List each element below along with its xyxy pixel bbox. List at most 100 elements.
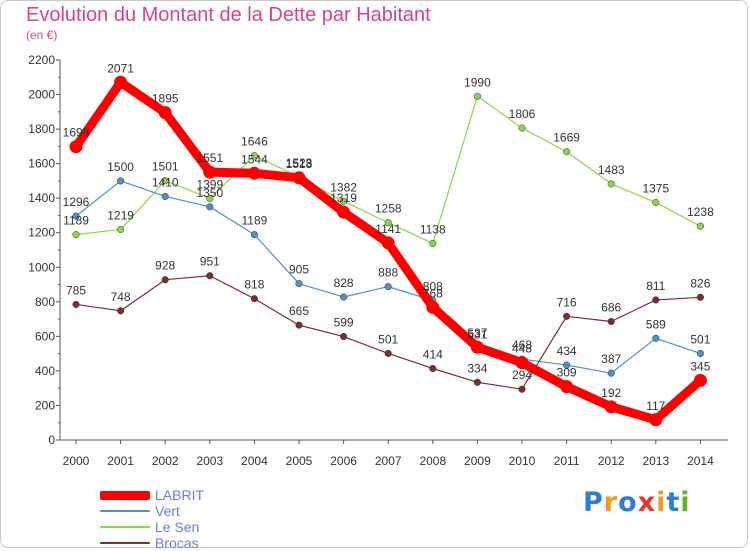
data-label: 531 — [467, 327, 487, 341]
chart-title: Evolution du Montant de la Dette par Hab… — [26, 4, 431, 26]
data-label: 468 — [512, 338, 532, 352]
data-point — [161, 192, 169, 201]
data-point — [652, 334, 660, 342]
x-tick-label: 2012 — [598, 454, 625, 468]
data-label: 589 — [646, 317, 666, 331]
x-tick-label: 2008 — [419, 454, 446, 468]
data-label: 1375 — [642, 182, 669, 196]
x-tick-label: 2003 — [196, 454, 223, 468]
legend-label-brocas: Brocas — [155, 535, 199, 551]
data-label: 1518 — [286, 157, 313, 171]
data-label: 414 — [423, 347, 443, 361]
data-label: 1410 — [152, 175, 179, 189]
logo-letter: o — [618, 487, 638, 518]
x-tick-label: 2004 — [241, 454, 268, 468]
proxiti-logo: Proxiti — [583, 487, 691, 518]
data-label: 345 — [690, 359, 710, 373]
data-point — [340, 197, 348, 205]
data-point — [518, 385, 526, 393]
x-tick-label: 2000 — [63, 454, 90, 468]
data-label: 808 — [423, 279, 443, 293]
data-point — [604, 400, 618, 414]
data-label: 192 — [601, 386, 621, 400]
data-label: 785 — [66, 283, 86, 297]
data-point — [693, 373, 707, 387]
data-point — [295, 321, 303, 329]
legend-swatch-le-sen — [100, 526, 150, 528]
chart-subtitle: (en €) — [26, 28, 58, 42]
legend-label-vert: Vert — [155, 503, 180, 519]
logo-letter: t — [666, 487, 681, 518]
data-point — [72, 231, 80, 239]
data-label: 1296 — [63, 195, 90, 209]
data-point — [696, 222, 704, 230]
x-tick-label: 2007 — [375, 454, 402, 468]
y-tick-label: 1400 — [28, 191, 55, 205]
legend-label-le-sen: Le Sen — [155, 519, 200, 535]
data-label: 768 — [423, 286, 443, 300]
data-point — [607, 317, 615, 326]
y-tick-label: 2200 — [28, 53, 55, 67]
data-label: 117 — [646, 399, 665, 413]
x-tick-label: 2002 — [152, 454, 179, 468]
data-label: 1806 — [509, 107, 536, 121]
logo-letter: r — [603, 487, 619, 518]
data-label: 818 — [244, 278, 264, 292]
y-tick-label: 1000 — [28, 260, 55, 274]
data-point — [337, 205, 351, 219]
data-label: 665 — [289, 304, 309, 318]
data-point — [652, 198, 660, 207]
data-point — [563, 148, 571, 156]
data-point — [696, 349, 704, 358]
data-label: 828 — [334, 276, 354, 290]
data-point — [340, 293, 348, 301]
data-point — [652, 296, 660, 304]
data-point — [250, 295, 258, 303]
data-point — [473, 378, 481, 386]
data-label: 716 — [557, 295, 577, 309]
data-point — [117, 307, 125, 315]
data-label: 1238 — [687, 205, 714, 219]
data-label: 1138 — [420, 222, 446, 236]
y-tick-label: 200 — [35, 398, 55, 412]
data-point — [250, 231, 258, 239]
data-point — [426, 300, 440, 314]
y-tick-label: 800 — [35, 295, 55, 309]
y-tick-label: 600 — [35, 329, 55, 343]
data-label: 1382 — [330, 180, 357, 194]
data-point — [340, 332, 348, 341]
data-point — [161, 177, 169, 185]
y-tick-label: 0 — [48, 433, 55, 447]
data-point — [161, 276, 169, 284]
data-label: 951 — [200, 255, 220, 269]
data-point — [114, 75, 128, 89]
data-label: 1895 — [152, 92, 179, 106]
data-point — [72, 300, 80, 308]
data-point — [69, 140, 83, 154]
data-label: 928 — [155, 259, 175, 273]
data-point — [250, 152, 258, 160]
data-label: 905 — [289, 263, 309, 277]
legend-swatch-labrit — [100, 491, 150, 500]
data-point — [470, 340, 484, 354]
data-point — [295, 280, 303, 288]
legend-label-labrit: LABRIT — [155, 487, 205, 503]
data-label: 1189 — [63, 214, 89, 228]
legend-swatch-brocas — [100, 542, 150, 544]
y-tick-label: 1200 — [28, 226, 55, 240]
data-label: 1551 — [196, 151, 223, 165]
data-label: 1141 — [375, 222, 401, 236]
y-tick-label: 2000 — [28, 88, 55, 102]
x-tick-label: 2011 — [554, 454, 580, 468]
data-point — [429, 364, 437, 373]
data-label: 599 — [334, 316, 354, 330]
data-label: 1669 — [553, 131, 580, 145]
data-point — [292, 171, 306, 185]
data-point — [563, 361, 571, 369]
data-label: 888 — [378, 266, 398, 280]
data-label: 2071 — [107, 61, 134, 75]
data-label: 1319 — [330, 191, 357, 205]
data-point — [563, 312, 571, 320]
